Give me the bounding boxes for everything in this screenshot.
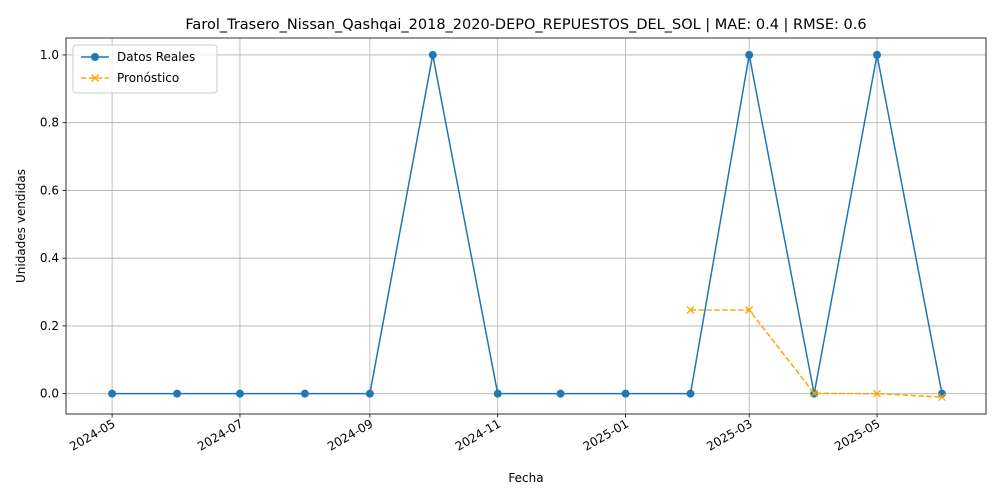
x-tick-label: 2024-11	[453, 416, 503, 453]
y-tick-label: 0.8	[40, 116, 59, 130]
legend-item: Pronóstico	[81, 71, 179, 85]
data-point	[91, 53, 99, 61]
y-tick-label: 0.2	[40, 319, 59, 333]
legend-label: Pronóstico	[117, 71, 179, 85]
legend-label: Datos Reales	[117, 50, 195, 64]
x-tick-label: 2025-05	[832, 416, 882, 453]
series-layer	[108, 50, 946, 402]
data-point	[938, 393, 946, 402]
data-point	[91, 74, 99, 82]
chart-title: Farol_Trasero_Nissan_Qashqai_2018_2020-D…	[185, 17, 866, 33]
x-tick-label: 2025-01	[581, 416, 631, 453]
data-point	[300, 389, 309, 398]
x-tick-label: 2024-07	[195, 416, 245, 453]
data-point	[173, 389, 182, 398]
series-line	[112, 54, 943, 395]
data-point	[873, 389, 881, 398]
marker-stroke	[873, 389, 881, 398]
y-tick-label: 0.4	[40, 251, 59, 265]
grid	[66, 38, 986, 414]
data-point	[621, 389, 630, 398]
marker-stroke	[686, 306, 695, 314]
x-tick-label: 2025-03	[704, 416, 754, 453]
y-tick-label: 0.6	[40, 183, 59, 197]
data-point	[493, 389, 502, 398]
series-line	[690, 309, 943, 398]
legend: Datos Reales Pronóstico	[72, 44, 218, 94]
data-point	[745, 306, 754, 314]
series-pron-stico	[686, 306, 946, 402]
x-axis-label: Fecha	[508, 471, 543, 485]
marker-stroke	[938, 393, 946, 402]
marker-stroke	[745, 306, 754, 314]
data-point	[873, 50, 882, 59]
data-point	[686, 306, 695, 314]
data-point	[108, 389, 117, 398]
marker-stroke	[810, 389, 819, 398]
plot-frame	[65, 37, 987, 415]
x-tick-label: 2024-05	[67, 416, 117, 453]
data-point	[428, 50, 437, 59]
data-point	[365, 389, 374, 398]
data-point	[235, 389, 244, 398]
legend-item: Datos Reales	[81, 50, 195, 64]
data-point	[810, 389, 819, 398]
data-point	[745, 50, 754, 59]
marker-stroke	[91, 74, 99, 82]
series-datos-reales	[108, 50, 946, 398]
axis-ticks: 0.0 0.2 0.4 0.6 0.8 1.0 2024-05 2024-07 2024-09 2…	[40, 48, 883, 454]
data-point	[556, 389, 565, 398]
y-tick-label: 1.0	[40, 48, 59, 62]
data-point	[686, 389, 695, 398]
y-axis-label: Unidades vendidas	[14, 169, 28, 283]
x-tick-label: 2024-09	[325, 416, 375, 453]
y-tick-label: 0.0	[40, 387, 59, 401]
